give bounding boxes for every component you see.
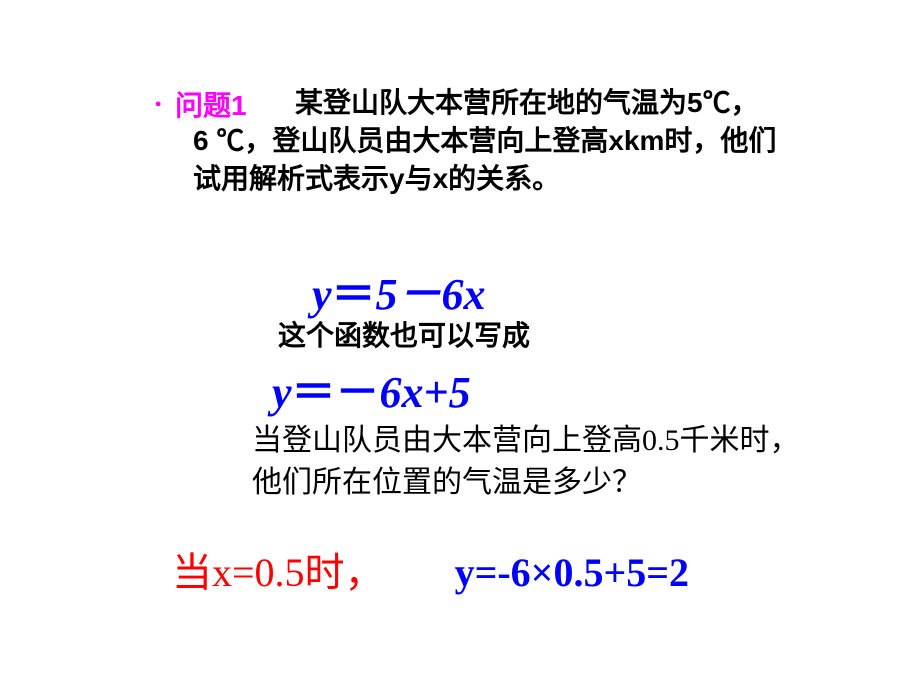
formula1-y: y [312, 270, 332, 319]
answer-line: 当x=0.5时， y=-6×0.5+5=2 [172, 540, 689, 598]
question1-line3: 试用解析式表示y与x的关系。 [193, 160, 560, 198]
answer-part1: 当x=0.5时， [172, 550, 385, 595]
formula2-rest: 6x+5 [380, 368, 471, 417]
desc-1: 这个函数也可以写成 [278, 314, 530, 354]
slide: • 问题1 某登山队大本营所在地的气温为5℃， 6 ℃，登山队员由大本营向上登高… [0, 0, 920, 690]
formula1-eq: ＝ [332, 270, 376, 319]
question1-line1: 某登山队大本营所在地的气温为5℃， [295, 84, 759, 122]
question1-line2: 6 ℃，登山队员由大本营向上登高xkm时，他们 [193, 122, 776, 160]
formula1-rest: 5－6x [376, 270, 486, 319]
bullet-icon: • [155, 94, 161, 115]
question2-line1: 当登山队员由大本营向上登高0.5千米时， [252, 420, 800, 462]
question2-line2: 他们所在位置的气温是多少？ [252, 462, 642, 504]
formula2-y: y [272, 368, 292, 417]
question1-label: 问题1 [175, 84, 247, 124]
answer-part2: y=-6×0.5+5=2 [455, 550, 690, 595]
formula-2: y＝－6x+5 [272, 356, 471, 420]
formula2-eq: ＝－ [292, 368, 380, 417]
formula-1: y＝5－6x [312, 258, 486, 322]
